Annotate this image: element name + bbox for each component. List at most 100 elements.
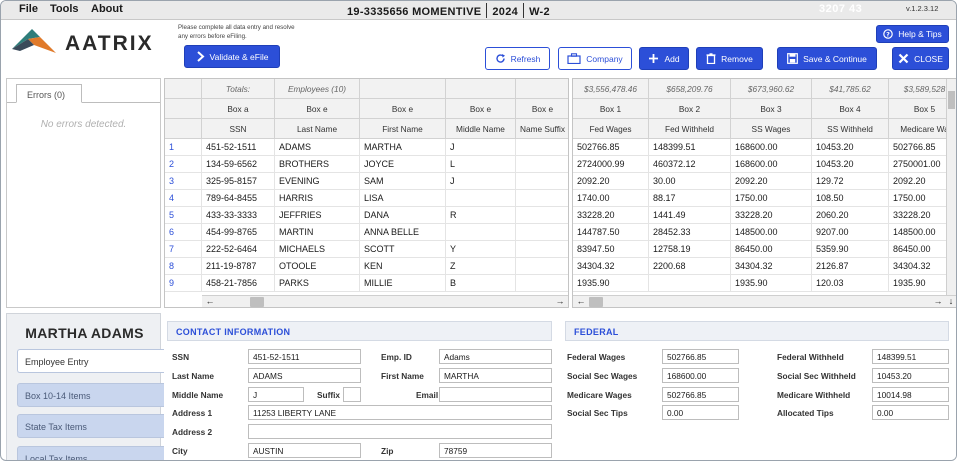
table-cell[interactable] <box>516 207 568 224</box>
row-number[interactable]: 5 <box>165 207 202 224</box>
first-name-field[interactable]: MARTHA <box>439 368 552 383</box>
table-cell[interactable] <box>516 139 568 156</box>
table-cell[interactable]: B <box>446 275 516 292</box>
table-cell[interactable]: MARTIN <box>275 224 360 241</box>
table-cell[interactable]: SAM <box>360 173 446 190</box>
table-cell[interactable]: 33228.20 <box>573 207 649 224</box>
column-header[interactable]: First Name <box>360 119 446 139</box>
table-cell[interactable]: JOYCE <box>360 156 446 173</box>
close-button[interactable]: CLOSE <box>892 47 949 70</box>
row-number[interactable]: 3 <box>165 173 202 190</box>
column-header[interactable]: SSN <box>202 119 275 139</box>
table-cell[interactable]: JEFFRIES <box>275 207 360 224</box>
validate-efile-button[interactable]: Validate & eFile <box>184 45 280 68</box>
scroll-right-icon[interactable]: → <box>933 296 943 306</box>
row-number[interactable]: 7 <box>165 241 202 258</box>
table-cell[interactable]: SCOTT <box>360 241 446 258</box>
scroll-left-icon[interactable]: ← <box>576 296 586 306</box>
table-cell[interactable]: 5359.90 <box>812 241 889 258</box>
table-cell[interactable]: 10453.20 <box>812 156 889 173</box>
table-cell[interactable]: ANNA BELLE <box>360 224 446 241</box>
help-tips-button[interactable]: ? Help & Tips <box>876 25 949 43</box>
ss-tips-field[interactable]: 0.00 <box>662 405 739 420</box>
table-cell[interactable]: 460372.12 <box>649 156 731 173</box>
table-cell[interactable]: 451-52-1511 <box>202 139 275 156</box>
table-cell[interactable]: 502766.85 <box>889 139 956 156</box>
email-field[interactable] <box>439 387 552 402</box>
scrollbar-thumb[interactable] <box>589 297 603 307</box>
menu-tools[interactable]: Tools <box>50 3 79 15</box>
table-cell[interactable]: 86450.00 <box>731 241 812 258</box>
table-cell[interactable]: 148500.00 <box>889 224 956 241</box>
table-cell[interactable]: 120.03 <box>812 275 889 292</box>
table-cell[interactable]: 9207.00 <box>812 224 889 241</box>
table-cell[interactable]: 1740.00 <box>573 190 649 207</box>
table-cell[interactable]: OTOOLE <box>275 258 360 275</box>
table-cell[interactable]: 1750.00 <box>731 190 812 207</box>
medicare-wages-field[interactable]: 502766.85 <box>662 387 739 402</box>
table-cell[interactable]: J <box>446 139 516 156</box>
table-cell[interactable]: 211-19-8787 <box>202 258 275 275</box>
table-cell[interactable]: KEN <box>360 258 446 275</box>
column-header[interactable]: SS Withheld <box>812 119 889 139</box>
table-cell[interactable]: 222-52-6464 <box>202 241 275 258</box>
federal-wages-field[interactable]: 502766.85 <box>662 349 739 364</box>
table-cell[interactable]: 129.72 <box>812 173 889 190</box>
table-cell[interactable]: 2092.20 <box>889 173 956 190</box>
table-cell[interactable]: 34304.32 <box>889 258 956 275</box>
table-cell[interactable] <box>446 190 516 207</box>
table-cell[interactable]: 168600.00 <box>731 156 812 173</box>
menu-about[interactable]: About <box>91 3 123 15</box>
table-cell[interactable]: 168600.00 <box>731 139 812 156</box>
suffix-field[interactable] <box>343 387 361 402</box>
table-cell[interactable]: 108.50 <box>812 190 889 207</box>
horizontal-scrollbar[interactable]: ← → ↓ <box>573 295 956 307</box>
row-number[interactable]: 4 <box>165 190 202 207</box>
menu-file[interactable]: File <box>19 3 38 15</box>
table-cell[interactable]: 30.00 <box>649 173 731 190</box>
column-header[interactable]: SS Wages <box>731 119 812 139</box>
add-button[interactable]: Add <box>639 47 689 70</box>
table-cell[interactable]: ADAMS <box>275 139 360 156</box>
table-cell[interactable] <box>516 156 568 173</box>
table-cell[interactable] <box>446 224 516 241</box>
table-cell[interactable]: 2724000.99 <box>573 156 649 173</box>
row-number[interactable]: 2 <box>165 156 202 173</box>
table-cell[interactable]: 433-33-3333 <box>202 207 275 224</box>
middle-name-field[interactable]: J <box>248 387 304 402</box>
column-header[interactable]: Medicare Wa <box>889 119 956 139</box>
table-cell[interactable]: 34304.32 <box>573 258 649 275</box>
table-cell[interactable]: 2126.87 <box>812 258 889 275</box>
zip-field[interactable]: 78759 <box>439 443 552 458</box>
tab-employee-entry[interactable]: Employee Entry <box>17 349 167 373</box>
ss-wages-field[interactable]: 168600.00 <box>662 368 739 383</box>
table-cell[interactable]: 88.17 <box>649 190 731 207</box>
column-header[interactable] <box>165 119 202 139</box>
save-continue-button[interactable]: Save & Continue <box>777 47 877 70</box>
table-cell[interactable]: 134-59-6562 <box>202 156 275 173</box>
column-header[interactable]: Fed Withheld <box>649 119 731 139</box>
table-cell[interactable]: 454-99-8765 <box>202 224 275 241</box>
column-header[interactable]: Fed Wages <box>573 119 649 139</box>
table-cell[interactable]: 2200.68 <box>649 258 731 275</box>
table-cell[interactable]: Y <box>446 241 516 258</box>
table-cell[interactable]: 2060.20 <box>812 207 889 224</box>
table-cell[interactable] <box>516 224 568 241</box>
horizontal-scrollbar[interactable]: ← → <box>202 295 568 307</box>
scroll-down-icon[interactable]: ↓ <box>948 296 954 306</box>
scrollbar-thumb[interactable] <box>250 297 264 307</box>
table-cell[interactable]: 148500.00 <box>731 224 812 241</box>
row-number[interactable]: 1 <box>165 139 202 156</box>
table-cell[interactable]: MARTHA <box>360 139 446 156</box>
row-number[interactable]: 9 <box>165 275 202 292</box>
table-cell[interactable]: 86450.00 <box>889 241 956 258</box>
table-cell[interactable]: LISA <box>360 190 446 207</box>
table-cell[interactable] <box>516 258 568 275</box>
tab-state-tax-items[interactable]: State Tax Items <box>17 414 167 438</box>
address2-field[interactable] <box>248 424 552 439</box>
table-cell[interactable]: 12758.19 <box>649 241 731 258</box>
errors-tab[interactable]: Errors (0) <box>16 84 82 103</box>
table-cell[interactable]: 2092.20 <box>731 173 812 190</box>
ssn-field[interactable]: 451-52-1511 <box>248 349 361 364</box>
table-cell[interactable]: PARKS <box>275 275 360 292</box>
